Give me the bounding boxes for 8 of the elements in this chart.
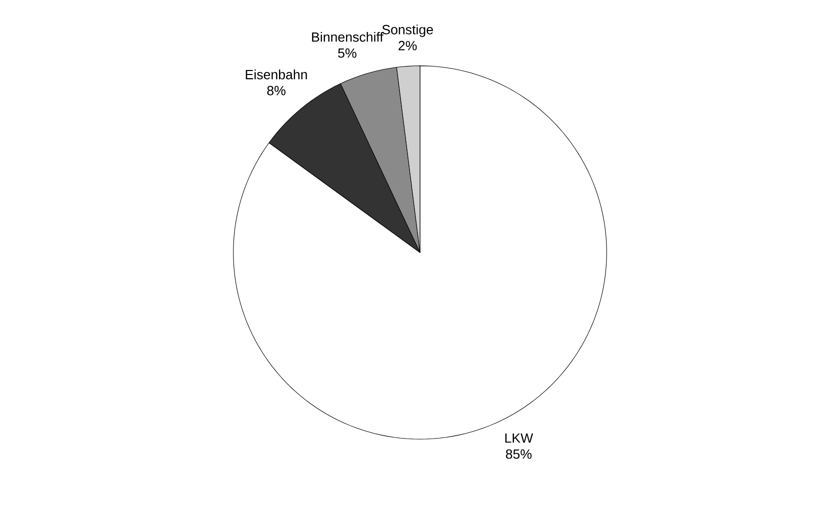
slice-label: Binnenschiff: [312, 32, 384, 42]
slice-label: Eisenbahn: [246, 70, 307, 80]
data-label: 8%: [267, 86, 286, 96]
data-label: 85%: [506, 449, 532, 459]
data-label: 2%: [398, 40, 417, 50]
slice-label: LKW: [505, 433, 534, 443]
data-label: 5%: [338, 48, 356, 58]
slice-label: Sonstige: [382, 24, 433, 37]
